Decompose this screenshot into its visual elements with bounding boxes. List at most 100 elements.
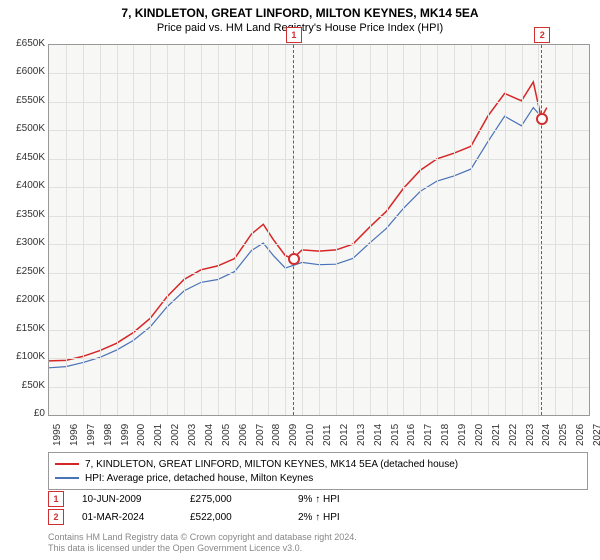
y-axis-label: £500K: [3, 123, 45, 134]
gridline-vertical: [83, 45, 84, 415]
footer-text: Contains HM Land Registry data © Crown c…: [48, 532, 357, 554]
x-axis-label: 2004: [204, 424, 215, 446]
x-axis-label: 1999: [120, 424, 131, 446]
series-line: [49, 82, 547, 361]
y-axis-label: £550K: [3, 95, 45, 106]
x-axis-label: 2022: [508, 424, 519, 446]
gridline-vertical: [538, 45, 539, 415]
event-row: 2 01-MAR-2024 £522,000 2% ↑ HPI: [48, 508, 588, 526]
x-axis-label: 2012: [339, 424, 350, 446]
gridline-vertical: [150, 45, 151, 415]
legend-item: HPI: Average price, detached house, Milt…: [55, 471, 581, 485]
event-row: 110-JUN-2009£275,0009% ↑ HPI: [48, 490, 588, 508]
chart-plot-area: 12: [48, 44, 590, 416]
y-axis-label: £400K: [3, 180, 45, 191]
y-axis-label: £300K: [3, 237, 45, 248]
y-axis-label: £250K: [3, 266, 45, 277]
x-axis-label: 2015: [390, 424, 401, 446]
x-axis-label: 2010: [305, 424, 316, 446]
gridline-vertical: [387, 45, 388, 415]
event-badge: 2: [48, 509, 64, 525]
gridline-vertical: [555, 45, 556, 415]
gridline-vertical: [66, 45, 67, 415]
marker-dot: [536, 113, 548, 125]
gridline-vertical: [572, 45, 573, 415]
legend-label: HPI: Average price, detached house, Milt…: [85, 473, 313, 484]
x-axis-label: 2007: [255, 424, 266, 446]
x-axis-label: 2003: [187, 424, 198, 446]
event-badge: 1: [48, 491, 64, 507]
gridline-vertical: [285, 45, 286, 415]
marker-line: [293, 45, 294, 415]
x-axis-label: 2013: [356, 424, 367, 446]
x-axis-label: 2021: [491, 424, 502, 446]
x-axis-label: 2017: [423, 424, 434, 446]
x-axis-label: 1996: [69, 424, 80, 446]
legend-swatch: [55, 477, 79, 479]
event-date: 01-MAR-2024: [82, 512, 172, 523]
gridline-vertical: [252, 45, 253, 415]
gridline-vertical: [370, 45, 371, 415]
x-axis-label: 1995: [52, 424, 63, 446]
gridline-vertical: [505, 45, 506, 415]
y-axis-label: £650K: [3, 38, 45, 49]
x-axis-label: 2005: [221, 424, 232, 446]
legend-item: 7, KINDLETON, GREAT LINFORD, MILTON KEYN…: [55, 457, 581, 471]
gridline-vertical: [268, 45, 269, 415]
gridline-vertical: [184, 45, 185, 415]
marker-badge: 2: [534, 27, 550, 43]
y-axis-label: £600K: [3, 66, 45, 77]
y-axis-label: £150K: [3, 323, 45, 334]
gridline-vertical: [488, 45, 489, 415]
gridline-vertical: [302, 45, 303, 415]
x-axis-label: 2016: [406, 424, 417, 446]
gridline-vertical: [133, 45, 134, 415]
marker-badge: 1: [286, 27, 302, 43]
x-axis-label: 2023: [525, 424, 536, 446]
gridline-vertical: [100, 45, 101, 415]
x-axis-label: 2020: [474, 424, 485, 446]
x-axis-label: 1998: [103, 424, 114, 446]
gridline-vertical: [201, 45, 202, 415]
event-price: £275,000: [190, 494, 280, 505]
x-axis-label: 2026: [575, 424, 586, 446]
gridline-vertical: [403, 45, 404, 415]
x-axis-label: 2027: [592, 424, 600, 446]
legend-swatch: [55, 463, 79, 465]
y-axis-label: £450K: [3, 152, 45, 163]
gridline-vertical: [319, 45, 320, 415]
x-axis-label: 2000: [136, 424, 147, 446]
y-axis-label: £100K: [3, 351, 45, 362]
x-axis-label: 2008: [271, 424, 282, 446]
x-axis-label: 2001: [153, 424, 164, 446]
event-date: 10-JUN-2009: [82, 494, 172, 505]
gridline-vertical: [218, 45, 219, 415]
x-axis-label: 2019: [457, 424, 468, 446]
x-axis-label: 2025: [558, 424, 569, 446]
x-axis-label: 2009: [288, 424, 299, 446]
gridline-vertical: [167, 45, 168, 415]
x-axis-label: 2024: [541, 424, 552, 446]
gridline-vertical: [420, 45, 421, 415]
y-axis-label: £350K: [3, 209, 45, 220]
legend: 7, KINDLETON, GREAT LINFORD, MILTON KEYN…: [48, 452, 588, 490]
x-axis-label: 1997: [86, 424, 97, 446]
event-delta: 2% ↑ HPI: [298, 512, 340, 523]
y-axis-label: £0: [3, 408, 45, 419]
y-axis-label: £50K: [3, 380, 45, 391]
marker-line: [541, 45, 542, 415]
gridline-vertical: [454, 45, 455, 415]
event-price: £522,000: [190, 512, 280, 523]
chart-title: 7, KINDLETON, GREAT LINFORD, MILTON KEYN…: [0, 0, 600, 20]
x-axis-label: 2006: [238, 424, 249, 446]
y-axis-label: £200K: [3, 294, 45, 305]
gridline-vertical: [336, 45, 337, 415]
footer-line-2: This data is licensed under the Open Gov…: [48, 543, 357, 554]
gridline-vertical: [353, 45, 354, 415]
gridline-vertical: [437, 45, 438, 415]
events-table: 110-JUN-2009£275,0009% ↑ HPI201-MAR-2024…: [48, 490, 588, 526]
gridline-vertical: [235, 45, 236, 415]
gridline-vertical: [471, 45, 472, 415]
gridline-vertical: [117, 45, 118, 415]
x-axis-label: 2014: [373, 424, 384, 446]
